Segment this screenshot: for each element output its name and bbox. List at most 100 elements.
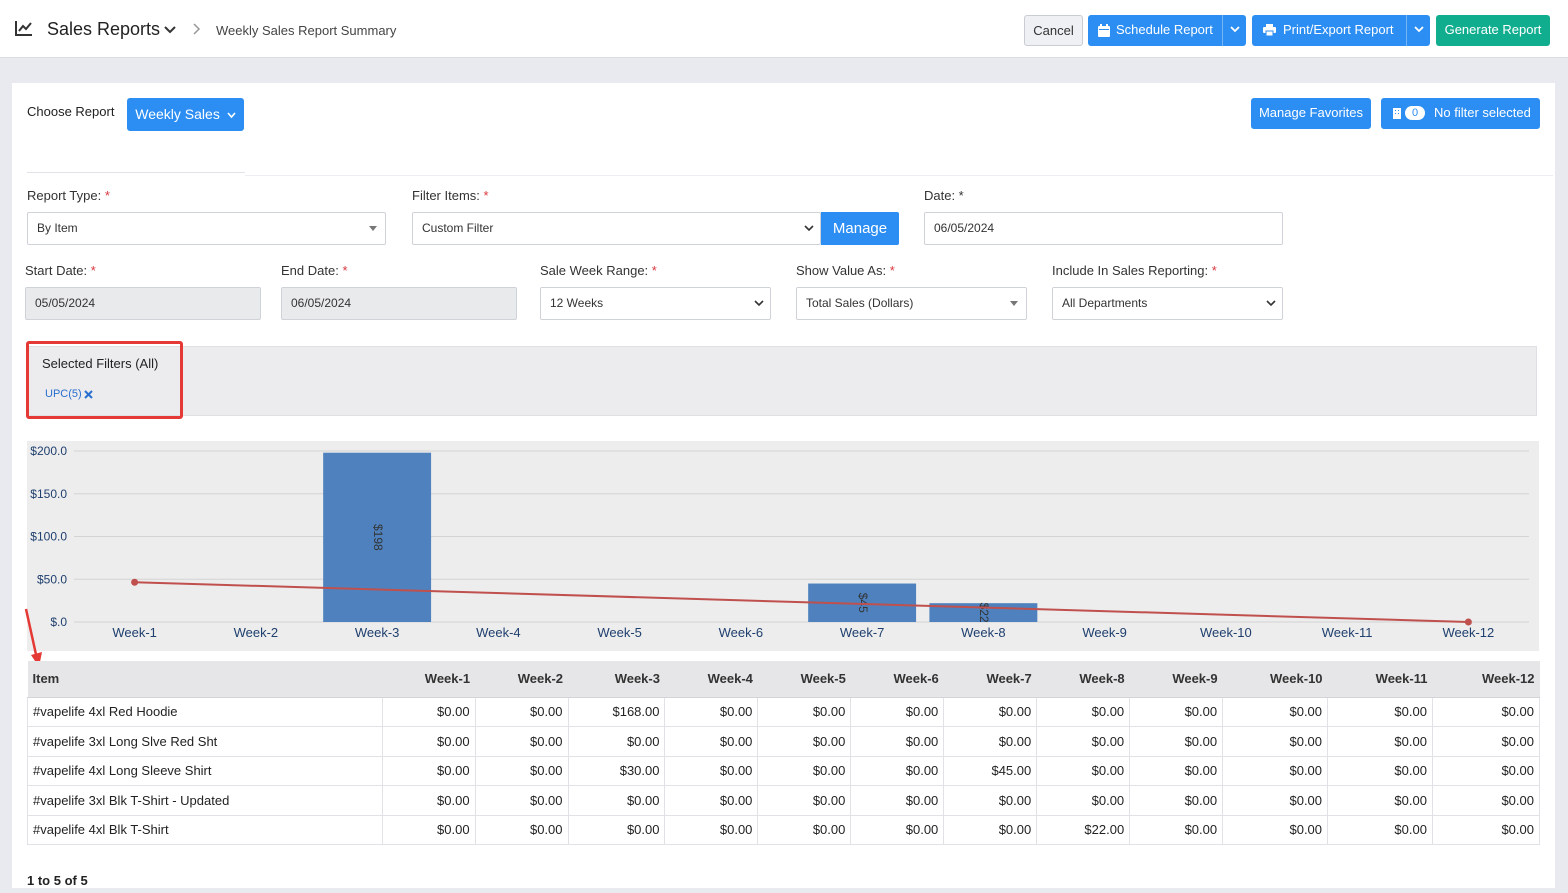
sale-week-range-select[interactable]: 12 Weeks xyxy=(540,287,771,320)
line-point xyxy=(1464,618,1472,626)
week-value-cell: $0.00 xyxy=(1431,814,1541,845)
week-value-cell: $0.00 xyxy=(943,696,1038,727)
week-value-cell: $0.00 xyxy=(381,726,476,757)
week-value-cell: $0.00 xyxy=(474,814,569,845)
selected-filters-panel xyxy=(27,346,1537,416)
generate-report-button[interactable]: Generate Report xyxy=(1436,15,1550,46)
week-value-cell: $0.00 xyxy=(381,785,476,816)
date-label: Date: * xyxy=(924,188,964,203)
column-header[interactable]: Week-5 xyxy=(757,661,851,698)
sale-week-range-label: Sale Week Range: * xyxy=(540,263,657,278)
print-export-button[interactable]: Print/Export Report xyxy=(1252,15,1430,46)
week-value-cell: $0.00 xyxy=(850,785,945,816)
column-header[interactable]: Week-1 xyxy=(382,661,476,698)
date-input[interactable]: 06/05/2024 xyxy=(924,212,1283,245)
manage-filter-button[interactable]: Manage xyxy=(821,212,899,245)
week-value-cell: $0.00 xyxy=(1129,785,1224,816)
start-date-input: 05/05/2024 xyxy=(25,287,261,320)
week-value-cell: $0.00 xyxy=(850,726,945,757)
choose-report-label: Choose Report xyxy=(27,104,115,119)
bar-data-label: $198 xyxy=(371,524,385,551)
column-header[interactable]: Week-9 xyxy=(1129,661,1223,698)
table-body: #vapelife 4xl Red Hoodie $0.00 $0.00 $168.0… xyxy=(27,696,1541,845)
week-value-cell: $168.00 xyxy=(567,696,666,727)
report-type-select[interactable]: By Item xyxy=(27,212,386,245)
filter-items-select[interactable]: Custom Filter xyxy=(412,212,821,245)
week-value-cell: $0.00 xyxy=(850,755,945,786)
week-value-cell: $0.00 xyxy=(1431,696,1541,727)
week-value-cell: $30.00 xyxy=(567,755,666,786)
end-date-value: 06/05/2024 xyxy=(291,296,352,310)
page-title[interactable]: Sales Reports xyxy=(47,19,161,39)
column-header[interactable]: Week-4 xyxy=(664,661,758,698)
column-header[interactable]: Week-7 xyxy=(943,661,1037,698)
column-header[interactable]: Week-10 xyxy=(1222,661,1328,698)
week-value-cell: $0.00 xyxy=(1222,755,1329,786)
item-name-cell: #vapelife 4xl Blk T-Shirt xyxy=(27,814,383,845)
date-value: 06/05/2024 xyxy=(934,221,995,235)
week-value-cell: $0.00 xyxy=(381,696,476,727)
report-select-button[interactable]: Weekly Sales xyxy=(127,98,244,131)
start-date-label: Start Date: * xyxy=(25,263,96,278)
x-tick-label: Week-9 xyxy=(1082,625,1127,640)
cancel-button[interactable]: Cancel xyxy=(1024,15,1083,46)
table-row[interactable]: #vapelife 3xl Blk T-Shirt - Updated $0.00… xyxy=(27,785,1541,816)
table-row[interactable]: #vapelife 4xl Red Hoodie $0.00 $0.00 $168.0… xyxy=(27,696,1541,727)
x-tick-label: Week-4 xyxy=(476,625,521,640)
line-chart-icon xyxy=(15,21,32,36)
item-name-cell: #vapelife 3xl Blk T-Shirt - Updated xyxy=(27,785,383,816)
week-value-cell: $0.00 xyxy=(757,814,852,845)
chevron-down-icon xyxy=(1414,26,1424,33)
week-value-cell: $0.00 xyxy=(664,814,759,845)
week-value-cell: $0.00 xyxy=(1327,726,1433,757)
week-value-cell: $45.00 xyxy=(943,755,1038,786)
x-tick-label: Week-7 xyxy=(840,625,885,640)
building-icon xyxy=(1393,108,1401,119)
week-value-cell: $0.00 xyxy=(1036,696,1131,727)
filter-chip[interactable]: UPC(5) xyxy=(45,388,82,400)
week-value-cell: $0.00 xyxy=(1327,696,1433,727)
calendar-icon xyxy=(1098,24,1110,37)
show-value-as-select[interactable]: Total Sales (Dollars) xyxy=(796,287,1027,320)
table-row[interactable]: #vapelife 4xl Long Sleeve Shirt $0.00 $0.0… xyxy=(27,755,1541,786)
column-header[interactable]: Week-11 xyxy=(1327,661,1433,698)
print-dropdown-toggle[interactable] xyxy=(1406,15,1430,46)
week-value-cell: $0.00 xyxy=(1431,785,1541,816)
column-header[interactable]: Week-2 xyxy=(475,661,569,698)
chevron-down-icon[interactable] xyxy=(163,25,177,35)
week-value-cell: $0.00 xyxy=(474,696,569,727)
week-value-cell: $0.00 xyxy=(1222,785,1329,816)
start-date-value: 05/05/2024 xyxy=(35,296,96,310)
close-icon[interactable] xyxy=(84,390,93,399)
week-value-cell: $0.00 xyxy=(1036,755,1131,786)
table-row[interactable]: #vapelife 4xl Blk T-Shirt $0.00 $0.00 $0.00… xyxy=(27,814,1541,845)
schedule-dropdown-toggle[interactable] xyxy=(1222,15,1246,46)
column-header[interactable]: Week-6 xyxy=(850,661,944,698)
column-header[interactable]: Item xyxy=(27,661,383,698)
line-point xyxy=(131,578,139,586)
week-value-cell: $0.00 xyxy=(1431,755,1541,786)
week-value-cell: $0.00 xyxy=(567,785,666,816)
x-tick-label: Week-11 xyxy=(1322,625,1373,640)
bar-data-label: $22 xyxy=(977,603,991,623)
filter-items-label: Filter Items: * xyxy=(412,188,489,203)
bar-data-label: $45 xyxy=(856,593,870,613)
x-tick-label: Week-12 xyxy=(1442,625,1494,640)
week-value-cell: $0.00 xyxy=(757,696,852,727)
week-value-cell: $0.00 xyxy=(567,726,666,757)
schedule-report-button[interactable]: Schedule Report xyxy=(1088,15,1246,46)
filter-status-button[interactable]: 0 No filter selected xyxy=(1381,98,1540,129)
manage-favorites-button[interactable]: Manage Favorites xyxy=(1251,98,1371,129)
week-value-cell: $0.00 xyxy=(850,814,945,845)
week-value-cell: $0.00 xyxy=(664,755,759,786)
column-header[interactable]: Week-12 xyxy=(1432,661,1540,698)
selected-filters-title: Selected Filters (All) xyxy=(42,356,159,371)
include-in-sales-select[interactable]: All Departments xyxy=(1052,287,1283,320)
column-header[interactable]: Week-3 xyxy=(568,661,665,698)
x-tick-label: Week-10 xyxy=(1200,625,1252,640)
week-value-cell: $0.00 xyxy=(1129,814,1224,845)
table-row[interactable]: #vapelife 3xl Long Slve Red Sht $0.00 $0.0… xyxy=(27,726,1541,757)
x-tick-label: Week-8 xyxy=(961,625,1006,640)
column-header[interactable]: Week-8 xyxy=(1036,661,1130,698)
sale-week-range-value: 12 Weeks xyxy=(550,296,604,310)
